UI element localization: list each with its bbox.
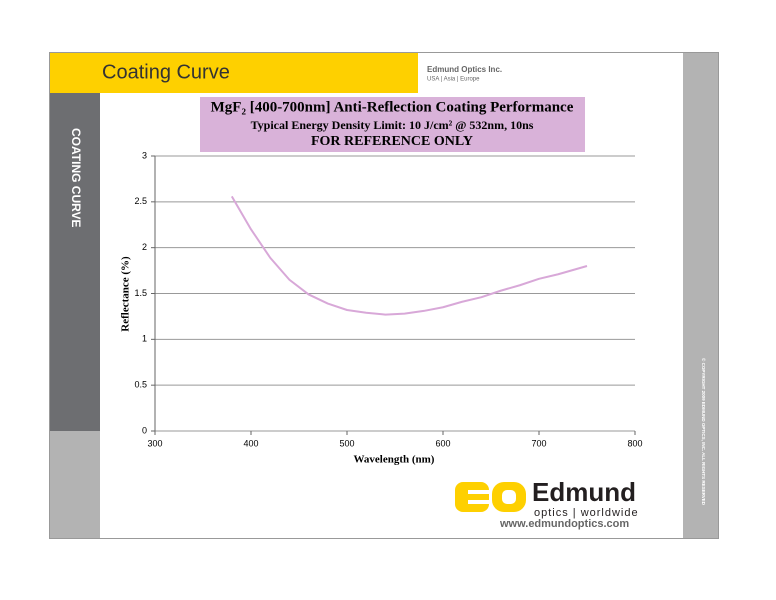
x-tick-label: 400	[243, 438, 258, 448]
y-tick-label: 1	[142, 334, 147, 344]
y-tick-label: 0	[142, 425, 147, 435]
sidebar-dark	[50, 93, 100, 431]
x-tick-label: 600	[435, 438, 450, 448]
sidebar-label: COATING CURVE	[69, 128, 83, 228]
x-tick-label: 700	[531, 438, 546, 448]
chart-subtitle: Typical Energy Density Limit: 10 J/cm² @…	[251, 118, 534, 132]
y-tick-label: 2.5	[134, 196, 147, 206]
y-tick-label: 0.5	[134, 380, 147, 390]
data-line	[230, 195, 588, 316]
chart-note: FOR REFERENCE ONLY	[311, 134, 473, 149]
logo-tagline: optics | worldwide	[534, 507, 639, 519]
company: Edmund Optics Inc.	[427, 65, 502, 74]
y-tick-label: 1.5	[134, 288, 147, 298]
x-tick-label: 300	[147, 438, 162, 448]
logo-url: www.edmundoptics.com	[499, 518, 629, 530]
right-band	[683, 53, 718, 538]
logo-brand: Edmund	[532, 477, 636, 507]
y-tick-label: 3	[142, 150, 147, 160]
header-title: Coating Curve	[102, 61, 230, 83]
x-tick-label: 800	[627, 438, 642, 448]
title-box	[200, 97, 585, 152]
copyright: © COPYRIGHT 2009 EDMUND OPTICS, INC. ALL…	[701, 358, 707, 506]
x-axis-label: Wavelength (nm)	[354, 454, 435, 466]
chart-title: MgF₂ [400-700nm] Anti-Reflection Coating…	[211, 99, 574, 115]
sidebar-light	[50, 431, 100, 538]
logo-mark	[455, 482, 526, 512]
x-tick-label: 500	[339, 438, 354, 448]
y-axis-label: Reflectance (%)	[120, 256, 132, 332]
header-band	[50, 53, 418, 93]
y-tick-label: 2	[142, 242, 147, 252]
regions: USA | Asia | Europe	[427, 77, 480, 83]
